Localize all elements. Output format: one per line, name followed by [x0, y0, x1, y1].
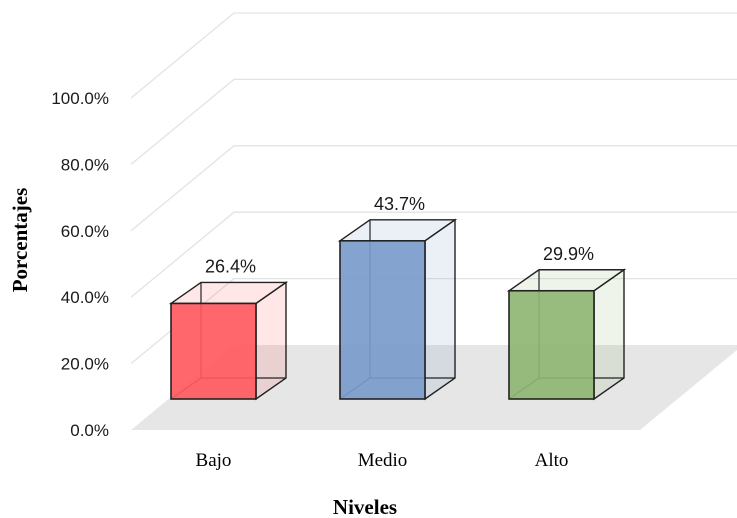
gridline [130, 12, 737, 99]
gridline [130, 145, 737, 232]
gridline [130, 211, 737, 298]
y-tick-label: 0.0% [70, 421, 109, 440]
bar-front-face [170, 302, 257, 400]
bar-bajo [168, 281, 289, 401]
bar-front-face [339, 240, 426, 400]
bar-side-face [424, 218, 456, 401]
bar-alto [506, 268, 627, 401]
x-axis-title: Niveles [333, 495, 397, 518]
y-tick-label: 60.0% [61, 222, 109, 241]
bar-side-face [593, 268, 625, 401]
x-tick-label: Bajo [196, 450, 232, 471]
gridline [130, 78, 737, 165]
y-tick-label: 20.0% [61, 355, 109, 374]
bar-medio [337, 218, 458, 401]
data-label: 43.7% [374, 194, 425, 214]
x-tick-label: Alto [535, 450, 569, 471]
y-axis-title: Porcentajes [8, 188, 32, 293]
data-label: 26.4% [205, 256, 256, 276]
y-tick-label: 100.0% [51, 89, 109, 108]
y-tick-label: 40.0% [61, 288, 109, 307]
bar-front-face [508, 289, 595, 400]
labels: 0.0% 20.0% 40.0% 60.0% 80.0% 100.0% 26.4% Bajo 4… [51, 89, 594, 471]
x-tick-label: Medio [358, 450, 408, 471]
bars [168, 218, 627, 401]
data-label: 29.9% [543, 244, 594, 264]
gridline [130, 277, 737, 365]
y-tick-label: 80.0% [61, 155, 109, 174]
